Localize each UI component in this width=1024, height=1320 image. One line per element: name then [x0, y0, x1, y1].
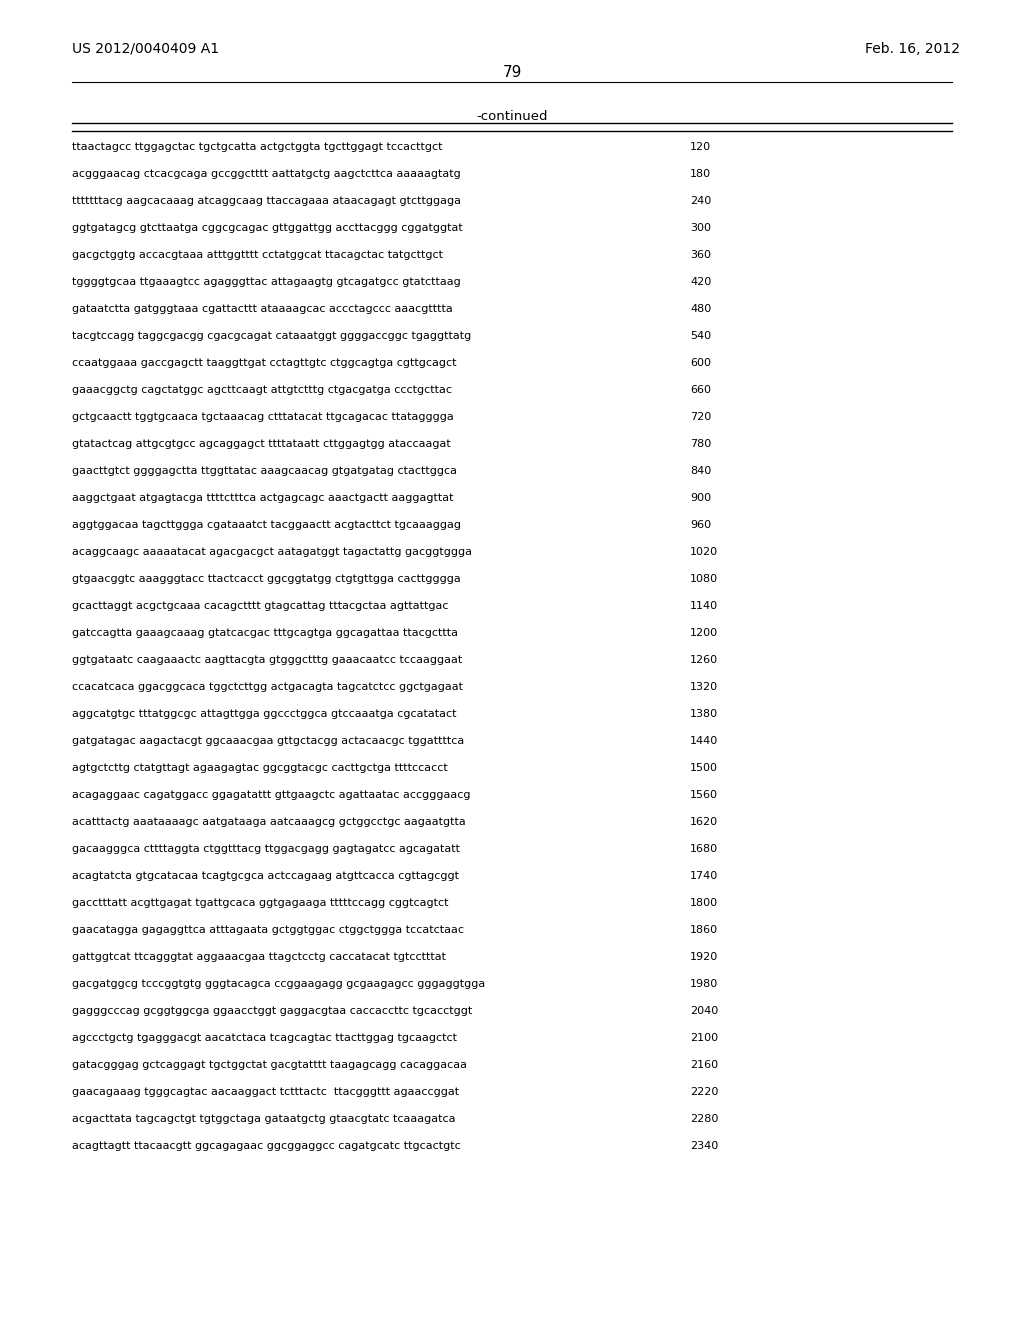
- Text: gcacttaggt acgctgcaaa cacagctttt gtagcattag tttacgctaa agttattgac: gcacttaggt acgctgcaaa cacagctttt gtagcat…: [72, 601, 449, 611]
- Text: tttttttacg aagcacaaag atcaggcaag ttaccagaaa ataacagagt gtcttggaga: tttttttacg aagcacaaag atcaggcaag ttaccag…: [72, 195, 461, 206]
- Text: 79: 79: [503, 65, 521, 81]
- Text: agtgctcttg ctatgttagt agaagagtac ggcggtacgc cacttgctga ttttccacct: agtgctcttg ctatgttagt agaagagtac ggcggta…: [72, 763, 447, 774]
- Text: gattggtcat ttcagggtat aggaaacgaa ttagctcctg caccatacat tgtcctttat: gattggtcat ttcagggtat aggaaacgaa ttagctc…: [72, 952, 446, 962]
- Text: gataatctta gatgggtaaa cgattacttt ataaaagcac accctagccc aaacgtttta: gataatctta gatgggtaaa cgattacttt ataaaag…: [72, 304, 453, 314]
- Text: gacctttatt acgttgagat tgattgcaca ggtgagaaga tttttccagg cggtcagtct: gacctttatt acgttgagat tgattgcaca ggtgaga…: [72, 898, 449, 908]
- Text: acgggaacag ctcacgcaga gccggctttt aattatgctg aagctcttca aaaaagtatg: acgggaacag ctcacgcaga gccggctttt aattatg…: [72, 169, 461, 180]
- Text: aaggctgaat atgagtacga ttttctttca actgagcagc aaactgactt aaggagttat: aaggctgaat atgagtacga ttttctttca actgagc…: [72, 492, 454, 503]
- Text: gaacatagga gagaggttca atttagaata gctggtggac ctggctggga tccatctaac: gaacatagga gagaggttca atttagaata gctggtg…: [72, 925, 464, 935]
- Text: 1680: 1680: [690, 843, 718, 854]
- Text: 1080: 1080: [690, 574, 718, 583]
- Text: 780: 780: [690, 440, 712, 449]
- Text: acgacttata tagcagctgt tgtggctaga gataatgctg gtaacgtatc tcaaagatca: acgacttata tagcagctgt tgtggctaga gataatg…: [72, 1114, 456, 1125]
- Text: 120: 120: [690, 143, 711, 152]
- Text: 1920: 1920: [690, 952, 718, 962]
- Text: 1200: 1200: [690, 628, 718, 638]
- Text: 360: 360: [690, 249, 711, 260]
- Text: 1560: 1560: [690, 789, 718, 800]
- Text: 300: 300: [690, 223, 711, 234]
- Text: 1140: 1140: [690, 601, 718, 611]
- Text: agccctgctg tgagggacgt aacatctaca tcagcagtac ttacttggag tgcaagctct: agccctgctg tgagggacgt aacatctaca tcagcag…: [72, 1034, 457, 1043]
- Text: gacgatggcg tcccggtgtg gggtacagca ccggaagagg gcgaagagcc gggaggtgga: gacgatggcg tcccggtgtg gggtacagca ccggaag…: [72, 979, 485, 989]
- Text: 420: 420: [690, 277, 712, 286]
- Text: 2340: 2340: [690, 1140, 718, 1151]
- Text: 660: 660: [690, 385, 711, 395]
- Text: gatccagtta gaaagcaaag gtatcacgac tttgcagtga ggcagattaa ttacgcttta: gatccagtta gaaagcaaag gtatcacgac tttgcag…: [72, 628, 458, 638]
- Text: gtatactcag attgcgtgcc agcaggagct ttttataatt cttggagtgg ataccaagat: gtatactcag attgcgtgcc agcaggagct ttttata…: [72, 440, 451, 449]
- Text: Feb. 16, 2012: Feb. 16, 2012: [865, 42, 961, 55]
- Text: US 2012/0040409 A1: US 2012/0040409 A1: [72, 42, 219, 55]
- Text: acatttactg aaataaaagc aatgataaga aatcaaagcg gctggcctgc aagaatgtta: acatttactg aaataaaagc aatgataaga aatcaaa…: [72, 817, 466, 828]
- Text: ttaactagcc ttggagctac tgctgcatta actgctggta tgcttggagt tccacttgct: ttaactagcc ttggagctac tgctgcatta actgctg…: [72, 143, 442, 152]
- Text: 1260: 1260: [690, 655, 718, 665]
- Text: 960: 960: [690, 520, 711, 531]
- Text: -continued: -continued: [476, 110, 548, 123]
- Text: 1440: 1440: [690, 737, 718, 746]
- Text: 2100: 2100: [690, 1034, 718, 1043]
- Text: 1740: 1740: [690, 871, 718, 880]
- Text: gacaagggca cttttaggta ctggtttacg ttggacgagg gagtagatcc agcagatatt: gacaagggca cttttaggta ctggtttacg ttggacg…: [72, 843, 460, 854]
- Text: 1860: 1860: [690, 925, 718, 935]
- Text: 2280: 2280: [690, 1114, 719, 1125]
- Text: gtgaacggtc aaagggtacc ttactcacct ggcggtatgg ctgtgttgga cacttgggga: gtgaacggtc aaagggtacc ttactcacct ggcggta…: [72, 574, 461, 583]
- Text: 180: 180: [690, 169, 711, 180]
- Text: 1320: 1320: [690, 682, 718, 692]
- Text: tggggtgcaa ttgaaagtcc agagggttac attagaagtg gtcagatgcc gtatcttaag: tggggtgcaa ttgaaagtcc agagggttac attagaa…: [72, 277, 461, 286]
- Text: ggtgatagcg gtcttaatga cggcgcagac gttggattgg accttacggg cggatggtat: ggtgatagcg gtcttaatga cggcgcagac gttggat…: [72, 223, 463, 234]
- Text: gacgctggtg accacgtaaa atttggtttt cctatggcat ttacagctac tatgcttgct: gacgctggtg accacgtaaa atttggtttt cctatgg…: [72, 249, 443, 260]
- Text: 1800: 1800: [690, 898, 718, 908]
- Text: gatgatagac aagactacgt ggcaaacgaa gttgctacgg actacaacgc tggattttca: gatgatagac aagactacgt ggcaaacgaa gttgcta…: [72, 737, 464, 746]
- Text: 2160: 2160: [690, 1060, 718, 1071]
- Text: acagtatcta gtgcatacaa tcagtgcgca actccagaag atgttcacca cgttagcggt: acagtatcta gtgcatacaa tcagtgcgca actccag…: [72, 871, 459, 880]
- Text: 1620: 1620: [690, 817, 718, 828]
- Text: ggtgataatc caagaaactc aagttacgta gtgggctttg gaaacaatcc tccaaggaat: ggtgataatc caagaaactc aagttacgta gtgggct…: [72, 655, 462, 665]
- Text: ccacatcaca ggacggcaca tggctcttgg actgacagta tagcatctcc ggctgagaat: ccacatcaca ggacggcaca tggctcttgg actgaca…: [72, 682, 463, 692]
- Text: gaaacggctg cagctatggc agcttcaagt attgtctttg ctgacgatga ccctgcttac: gaaacggctg cagctatggc agcttcaagt attgtct…: [72, 385, 452, 395]
- Text: gctgcaactt tggtgcaaca tgctaaacag ctttatacat ttgcagacac ttatagggga: gctgcaactt tggtgcaaca tgctaaacag ctttata…: [72, 412, 454, 422]
- Text: 1020: 1020: [690, 546, 718, 557]
- Text: 240: 240: [690, 195, 712, 206]
- Text: ccaatggaaa gaccgagctt taaggttgat cctagttgtc ctggcagtga cgttgcagct: ccaatggaaa gaccgagctt taaggttgat cctagtt…: [72, 358, 457, 368]
- Text: acagttagtt ttacaacgtt ggcagagaac ggcggaggcc cagatgcatc ttgcactgtc: acagttagtt ttacaacgtt ggcagagaac ggcggag…: [72, 1140, 461, 1151]
- Text: 900: 900: [690, 492, 711, 503]
- Text: 480: 480: [690, 304, 712, 314]
- Text: gaacagaaag tgggcagtac aacaaggact tctttactc  ttacgggttt agaaccggat: gaacagaaag tgggcagtac aacaaggact tctttac…: [72, 1086, 459, 1097]
- Text: 1980: 1980: [690, 979, 718, 989]
- Text: aggtggacaa tagcttggga cgataaatct tacggaactt acgtacttct tgcaaaggag: aggtggacaa tagcttggga cgataaatct tacggaa…: [72, 520, 461, 531]
- Text: 2040: 2040: [690, 1006, 718, 1016]
- Text: 840: 840: [690, 466, 712, 477]
- Text: 2220: 2220: [690, 1086, 719, 1097]
- Text: 600: 600: [690, 358, 711, 368]
- Text: 720: 720: [690, 412, 712, 422]
- Text: gagggcccag gcggtggcga ggaacctggt gaggacgtaa caccaccttc tgcacctggt: gagggcccag gcggtggcga ggaacctggt gaggacg…: [72, 1006, 472, 1016]
- Text: 540: 540: [690, 331, 711, 341]
- Text: aggcatgtgc tttatggcgc attagttgga ggccctggca gtccaaatga cgcatatact: aggcatgtgc tttatggcgc attagttgga ggccctg…: [72, 709, 457, 719]
- Text: acaggcaagc aaaaatacat agacgacgct aatagatggt tagactattg gacggtggga: acaggcaagc aaaaatacat agacgacgct aatagat…: [72, 546, 472, 557]
- Text: tacgtccagg taggcgacgg cgacgcagat cataaatggt ggggaccggc tgaggttatg: tacgtccagg taggcgacgg cgacgcagat cataaat…: [72, 331, 471, 341]
- Text: gatacgggag gctcaggagt tgctggctat gacgtatttt taagagcagg cacaggacaa: gatacgggag gctcaggagt tgctggctat gacgtat…: [72, 1060, 467, 1071]
- Text: acagaggaac cagatggacc ggagatattt gttgaagctc agattaatac accgggaacg: acagaggaac cagatggacc ggagatattt gttgaag…: [72, 789, 470, 800]
- Text: 1500: 1500: [690, 763, 718, 774]
- Text: 1380: 1380: [690, 709, 718, 719]
- Text: gaacttgtct ggggagctta ttggttatac aaagcaacag gtgatgatag ctacttggca: gaacttgtct ggggagctta ttggttatac aaagcaa…: [72, 466, 457, 477]
